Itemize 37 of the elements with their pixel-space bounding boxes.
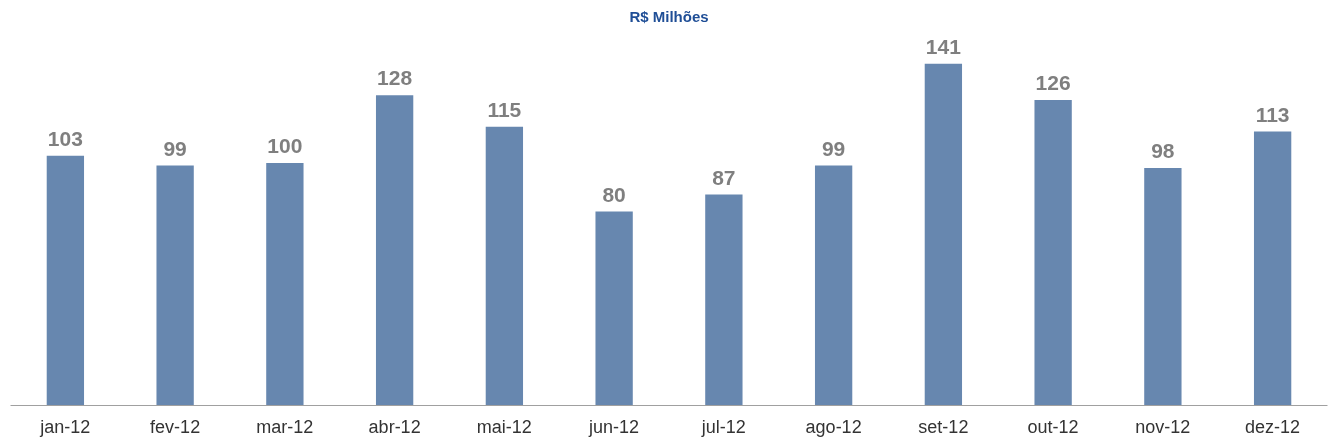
bar (156, 165, 194, 406)
bar (375, 95, 414, 406)
bar (924, 63, 963, 406)
x-tick-label: dez-12 (1245, 416, 1301, 437)
x-tick-label: out-12 (1027, 416, 1079, 437)
data-label: 113 (1255, 102, 1290, 126)
bar (595, 211, 633, 406)
x-tick-label: jun-12 (588, 416, 640, 437)
data-label: 141 (925, 34, 962, 58)
chart-subtitle: R$ Milhões (629, 7, 709, 25)
x-tick-label: jul-12 (700, 416, 746, 437)
data-label: 103 (47, 126, 83, 150)
bar (814, 165, 853, 406)
bar (1144, 167, 1182, 406)
x-tick-label: mai-12 (476, 416, 532, 437)
bar (705, 194, 743, 406)
x-tick-label: fev-12 (150, 416, 201, 437)
x-tick-label: ago-12 (805, 416, 862, 437)
x-tick-label: jan-12 (39, 416, 91, 437)
x-tick-label: abr-12 (368, 416, 421, 437)
data-label: 80 (602, 182, 626, 206)
bar (266, 163, 304, 406)
data-label: 99 (163, 136, 187, 160)
bar (46, 155, 85, 406)
x-tick-label: set-12 (918, 416, 969, 437)
x-tick-label: nov-12 (1135, 416, 1191, 437)
x-tick-label: mar-12 (256, 416, 314, 437)
data-label: 87 (712, 165, 736, 189)
data-label: 126 (1035, 71, 1071, 95)
bar (1253, 131, 1292, 406)
data-label: 115 (487, 97, 522, 121)
data-label: 128 (377, 66, 413, 90)
data-label: 98 (1151, 138, 1175, 162)
data-label: 100 (267, 134, 303, 158)
bar (485, 126, 524, 406)
data-label: 99 (821, 136, 846, 160)
bar (1034, 100, 1072, 406)
